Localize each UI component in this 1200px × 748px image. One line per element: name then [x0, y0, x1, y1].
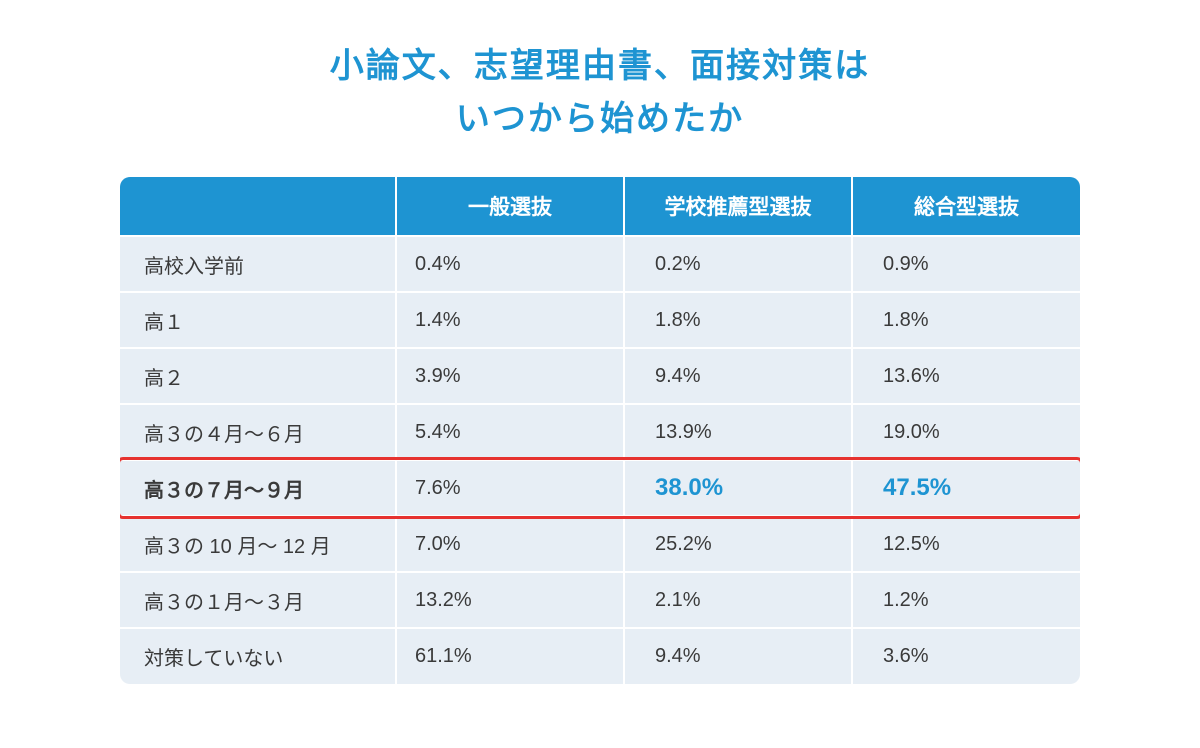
cell-value: 5.4% — [415, 421, 461, 444]
table-cell: 47.5% — [852, 460, 1080, 516]
table-cell: 1.4% — [396, 292, 624, 348]
table-cell: 7.6% — [396, 460, 624, 516]
cell-value: 1.8% — [655, 309, 701, 332]
table-cell: 38.0% — [624, 460, 852, 516]
cell-value: 1.2% — [883, 589, 929, 612]
table-cell: 7.0% — [396, 516, 624, 572]
cell-value: 13.9% — [655, 421, 712, 444]
page-root: 小論文、志望理由書、面接対策は いつから始めたか 一般選抜 学校推薦型選抜 総合… — [0, 0, 1200, 748]
table-cell: 0.2% — [624, 236, 852, 292]
cell-value: 12.5% — [883, 533, 940, 556]
title-line-1: 小論文、志望理由書、面接対策は — [330, 47, 871, 85]
title-line-2: いつから始めたか — [456, 100, 744, 138]
table-cell: 13.6% — [852, 348, 1080, 404]
table-cell: 1.8% — [624, 292, 852, 348]
table-cell: 12.5% — [852, 516, 1080, 572]
cell-value: 7.6% — [415, 477, 461, 500]
cell-value: 2.1% — [655, 589, 701, 612]
table-cell: 1.2% — [852, 572, 1080, 628]
cell-value: 1.8% — [883, 309, 929, 332]
table-cell: 19.0% — [852, 404, 1080, 460]
table-container: 一般選抜 学校推薦型選抜 総合型選抜 高校入学前 0.4% 0.2% 0.9% 高１ 1.… — [120, 177, 1080, 684]
cell-value: 9.4% — [655, 365, 701, 388]
cell-value: 13.2% — [415, 589, 472, 612]
table-header-school-rec: 学校推薦型選抜 — [624, 177, 852, 236]
table-row: 高３の７月～９月 7.6% 38.0% 47.5% — [120, 460, 1080, 516]
table-row: 高１ 1.4% 1.8% 1.8% — [120, 292, 1080, 348]
cell-value: 7.0% — [415, 533, 461, 556]
table-cell: 0.9% — [852, 236, 1080, 292]
table-row: 高３の４月～６月 5.4% 13.9% 19.0% — [120, 404, 1080, 460]
cell-value: 3.9% — [415, 365, 461, 388]
cell-value: 19.0% — [883, 421, 940, 444]
table-cell: 13.2% — [396, 572, 624, 628]
cell-value: 0.4% — [415, 253, 461, 276]
table-cell: 13.9% — [624, 404, 852, 460]
row-label: 高３の７月～９月 — [120, 460, 396, 516]
page-title: 小論文、志望理由書、面接対策は いつから始めたか — [0, 40, 1200, 145]
table-cell: 5.4% — [396, 404, 624, 460]
row-label: 高校入学前 — [120, 236, 396, 292]
row-label: 高３の 10 月～ 12 月 — [120, 516, 396, 572]
table-cell: 1.8% — [852, 292, 1080, 348]
table-cell: 2.1% — [624, 572, 852, 628]
table-cell: 9.4% — [624, 628, 852, 684]
table-cell: 0.4% — [396, 236, 624, 292]
table-header-general: 一般選抜 — [396, 177, 624, 236]
row-label: 高２ — [120, 348, 396, 404]
table-row: 高３の１月～３月 13.2% 2.1% 1.2% — [120, 572, 1080, 628]
cell-value: 13.6% — [883, 365, 940, 388]
cell-value: 9.4% — [655, 645, 701, 668]
table-cell: 9.4% — [624, 348, 852, 404]
row-label: 高３の１月～３月 — [120, 572, 396, 628]
table-row: 高３の 10 月～ 12 月 7.0% 25.2% 12.5% — [120, 516, 1080, 572]
row-label: 高１ — [120, 292, 396, 348]
table-header-comprehensive: 総合型選抜 — [852, 177, 1080, 236]
cell-value: 38.0% — [655, 474, 723, 502]
table-row: 高２ 3.9% 9.4% 13.6% — [120, 348, 1080, 404]
cell-value: 1.4% — [415, 309, 461, 332]
table-header-row: 一般選抜 学校推薦型選抜 総合型選抜 — [120, 177, 1080, 236]
row-label: 高３の４月～６月 — [120, 404, 396, 460]
cell-value: 47.5% — [883, 474, 951, 502]
table-cell: 3.6% — [852, 628, 1080, 684]
table-row: 高校入学前 0.4% 0.2% 0.9% — [120, 236, 1080, 292]
data-table: 一般選抜 学校推薦型選抜 総合型選抜 高校入学前 0.4% 0.2% 0.9% 高１ 1.… — [120, 177, 1080, 684]
cell-value: 25.2% — [655, 533, 712, 556]
row-label: 対策していない — [120, 628, 396, 684]
table-cell: 3.9% — [396, 348, 624, 404]
table-cell: 61.1% — [396, 628, 624, 684]
table-cell: 25.2% — [624, 516, 852, 572]
cell-value: 3.6% — [883, 645, 929, 668]
cell-value: 0.2% — [655, 253, 701, 276]
table-body: 高校入学前 0.4% 0.2% 0.9% 高１ 1.4% 1.8% 1.8% 高２ 3.9% 9.4… — [120, 236, 1080, 684]
table-row: 対策していない 61.1% 9.4% 3.6% — [120, 628, 1080, 684]
table-header-blank — [120, 177, 396, 236]
cell-value: 61.1% — [415, 645, 472, 668]
cell-value: 0.9% — [883, 253, 929, 276]
